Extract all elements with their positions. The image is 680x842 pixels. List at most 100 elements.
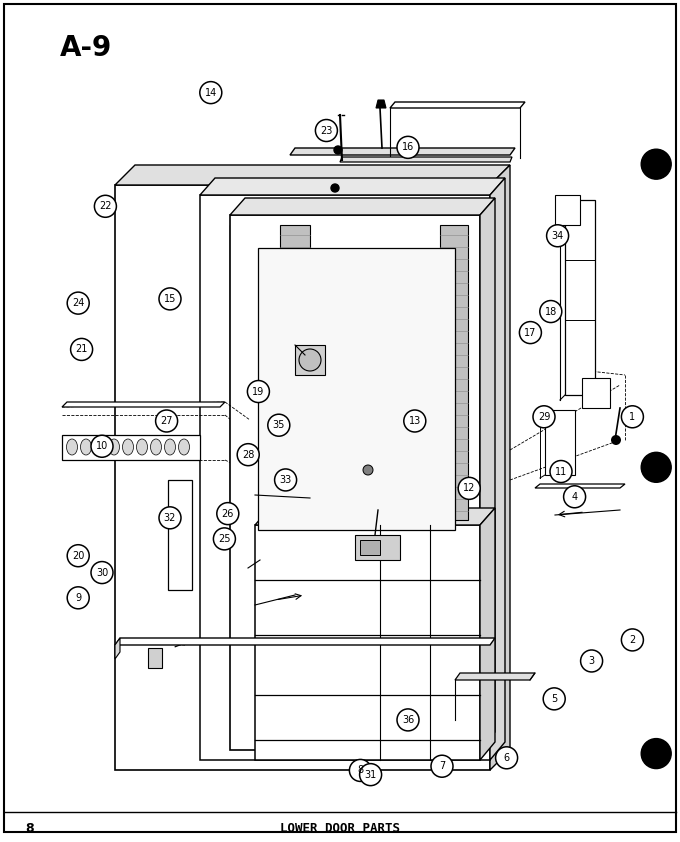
Text: 30: 30 xyxy=(96,568,108,578)
Polygon shape xyxy=(62,402,225,407)
Polygon shape xyxy=(230,198,495,215)
Text: 2: 2 xyxy=(629,635,636,645)
Ellipse shape xyxy=(122,439,133,455)
Text: 13: 13 xyxy=(409,416,421,426)
Polygon shape xyxy=(535,484,625,488)
Polygon shape xyxy=(148,648,162,668)
Polygon shape xyxy=(230,215,480,750)
Circle shape xyxy=(533,406,555,428)
Text: 14: 14 xyxy=(205,88,217,98)
Polygon shape xyxy=(565,200,595,395)
Text: 29: 29 xyxy=(538,412,550,422)
Circle shape xyxy=(540,301,562,322)
Text: 8: 8 xyxy=(25,822,33,834)
Text: 19: 19 xyxy=(252,386,265,397)
Circle shape xyxy=(91,435,113,457)
Circle shape xyxy=(547,225,568,247)
Polygon shape xyxy=(290,148,515,155)
Polygon shape xyxy=(480,198,495,750)
Ellipse shape xyxy=(95,439,105,455)
Polygon shape xyxy=(555,195,580,225)
Text: 28: 28 xyxy=(242,450,254,460)
Text: 32: 32 xyxy=(164,513,176,523)
Circle shape xyxy=(397,136,419,158)
Text: 31: 31 xyxy=(364,770,377,780)
Circle shape xyxy=(156,410,177,432)
Polygon shape xyxy=(355,535,400,560)
Circle shape xyxy=(237,444,259,466)
Circle shape xyxy=(496,747,517,769)
Text: 20: 20 xyxy=(72,551,84,561)
Text: 7: 7 xyxy=(439,761,445,771)
Circle shape xyxy=(581,650,602,672)
Ellipse shape xyxy=(137,439,148,455)
Circle shape xyxy=(95,195,116,217)
Text: 16: 16 xyxy=(402,142,414,152)
Circle shape xyxy=(642,150,670,179)
Polygon shape xyxy=(200,195,490,760)
Text: 12: 12 xyxy=(463,483,475,493)
Circle shape xyxy=(248,381,269,402)
Text: 27: 27 xyxy=(160,416,173,426)
Polygon shape xyxy=(255,525,480,760)
Text: 17: 17 xyxy=(524,328,537,338)
Circle shape xyxy=(431,755,453,777)
Polygon shape xyxy=(582,378,610,408)
Polygon shape xyxy=(115,638,495,645)
Polygon shape xyxy=(360,540,380,555)
Polygon shape xyxy=(115,638,120,659)
Polygon shape xyxy=(168,480,192,590)
Polygon shape xyxy=(230,225,470,520)
Ellipse shape xyxy=(165,439,175,455)
Text: 11: 11 xyxy=(555,466,567,477)
Ellipse shape xyxy=(178,439,190,455)
Text: 36: 36 xyxy=(402,715,414,725)
Text: 1: 1 xyxy=(629,412,636,422)
Circle shape xyxy=(67,587,89,609)
Text: 10: 10 xyxy=(96,441,108,451)
Circle shape xyxy=(217,503,239,525)
Circle shape xyxy=(622,406,643,428)
Circle shape xyxy=(334,146,342,154)
Circle shape xyxy=(641,452,671,482)
Circle shape xyxy=(458,477,480,499)
Text: 18: 18 xyxy=(545,306,557,317)
Polygon shape xyxy=(295,345,325,375)
Circle shape xyxy=(641,738,671,769)
Ellipse shape xyxy=(80,439,92,455)
Circle shape xyxy=(71,338,92,360)
Polygon shape xyxy=(258,248,455,530)
Circle shape xyxy=(550,461,572,482)
Text: A-9: A-9 xyxy=(60,34,112,62)
Circle shape xyxy=(397,709,419,731)
Circle shape xyxy=(642,453,670,482)
Ellipse shape xyxy=(150,439,162,455)
Circle shape xyxy=(268,414,290,436)
Circle shape xyxy=(67,292,89,314)
Polygon shape xyxy=(490,178,505,760)
Polygon shape xyxy=(376,100,386,108)
Polygon shape xyxy=(62,435,200,460)
Circle shape xyxy=(316,120,337,141)
Polygon shape xyxy=(480,508,495,760)
Text: 34: 34 xyxy=(551,231,564,241)
Circle shape xyxy=(360,764,381,786)
Text: 24: 24 xyxy=(72,298,84,308)
Text: LOWER DOOR PARTS: LOWER DOOR PARTS xyxy=(280,822,400,834)
Text: 25: 25 xyxy=(218,534,231,544)
Circle shape xyxy=(564,486,585,508)
Text: 6: 6 xyxy=(503,753,510,763)
Polygon shape xyxy=(440,225,468,520)
Text: 15: 15 xyxy=(164,294,176,304)
Text: 23: 23 xyxy=(320,125,333,136)
Text: 22: 22 xyxy=(99,201,112,211)
Polygon shape xyxy=(340,157,512,162)
Polygon shape xyxy=(255,508,495,525)
Text: 8: 8 xyxy=(357,765,364,775)
Text: 9: 9 xyxy=(75,593,82,603)
Circle shape xyxy=(642,739,670,768)
Polygon shape xyxy=(115,185,490,770)
Circle shape xyxy=(331,184,339,192)
Circle shape xyxy=(214,528,235,550)
Polygon shape xyxy=(490,165,510,770)
